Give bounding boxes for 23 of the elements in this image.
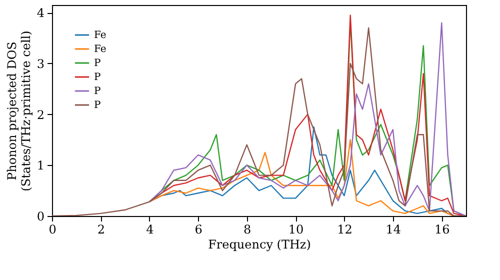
y-tick-label: 1 [36, 158, 44, 173]
x-tick-label: 6 [194, 222, 202, 236]
x-axis-title: Frequency (THz) [208, 238, 311, 252]
x-tick-label: 8 [244, 222, 252, 236]
y-axis-title: Phonon projected DOS (States/THz·primitive cell) [4, 30, 33, 192]
line-series [52, 27, 466, 216]
legend-label: P [94, 86, 101, 97]
x-tick-label: 16 [434, 222, 450, 236]
legend-label: Fe [94, 30, 106, 41]
x-tick-label: 2 [97, 222, 106, 236]
y-tick-label: 4 [36, 6, 45, 20]
legend-label: P [94, 72, 101, 83]
x-tick-label: 10 [288, 222, 304, 236]
x-tick-label: 4 [146, 222, 154, 236]
legend-label: P [94, 58, 101, 69]
x-tick-label: 0 [48, 222, 56, 236]
y-tick-label: 3 [36, 56, 44, 71]
x-tick-label: 12 [337, 222, 352, 236]
x-tick-label: 14 [386, 222, 402, 236]
legend-label: Fe [94, 44, 106, 55]
y-tick-label: 2 [36, 108, 44, 122]
y-tick-label: 0 [36, 210, 44, 224]
legend-label: P [94, 100, 101, 111]
